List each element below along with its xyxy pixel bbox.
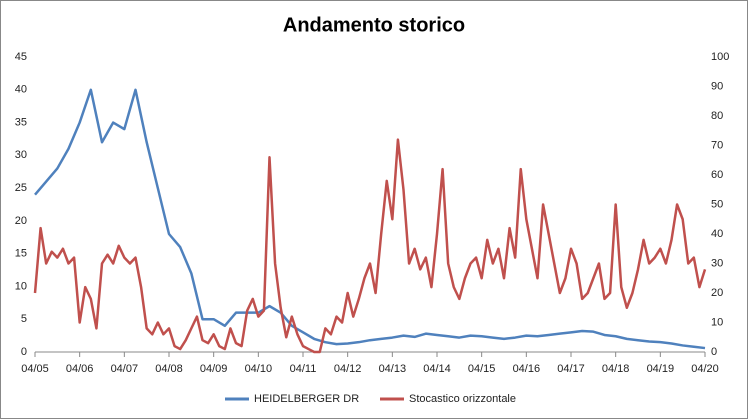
y2-tick-label: 50 [711, 198, 723, 210]
y-tick-label: 30 [15, 149, 27, 161]
y-tick-label: 5 [21, 313, 27, 325]
x-tick-label: 04/07 [111, 363, 139, 375]
y2-tick-label: 20 [711, 287, 723, 299]
series-line [34, 88, 706, 350]
y2-tick-label: 40 [711, 228, 723, 240]
x-tick-label: 04/15 [468, 363, 496, 375]
y-tick-label: 0 [21, 346, 27, 358]
x-tick-label: 04/11 [290, 363, 317, 375]
y2-tick-label: 10 [711, 316, 723, 328]
y-tick-label: 45 [15, 51, 27, 63]
y-tick-label: 10 [15, 280, 27, 292]
y-tick-label: 20 [15, 215, 27, 227]
y2-tick-label: 100 [711, 51, 729, 63]
x-tick-label: 04/09 [200, 363, 228, 375]
y2-tick-label: 90 [711, 80, 723, 92]
y-tick-label: 40 [15, 84, 27, 96]
x-tick-label: 04/05 [21, 363, 49, 375]
x-tick-label: 04/14 [423, 363, 451, 375]
y2-tick-label: 0 [711, 346, 717, 358]
x-tick-label: 04/17 [557, 363, 585, 375]
y2-tick-label: 70 [711, 139, 723, 151]
x-tick-label: 04/12 [334, 363, 362, 375]
x-tick-label: 04/18 [602, 363, 630, 375]
y2-tick-label: 60 [711, 169, 723, 181]
x-tick-label: 04/20 [691, 363, 719, 375]
chart-title: Andamento storico [283, 14, 465, 36]
legend-label: Stocastico orizzontale [409, 393, 516, 405]
x-tick-label: 04/19 [647, 363, 675, 375]
y-tick-label: 25 [15, 182, 27, 194]
y2-tick-label: 30 [711, 257, 723, 269]
y-tick-label: 15 [15, 248, 27, 260]
x-tick-label: 04/08 [155, 363, 183, 375]
x-tick-label: 04/10 [245, 363, 273, 375]
y-tick-label: 35 [15, 116, 27, 128]
x-tick-label: 04/13 [379, 363, 407, 375]
y2-tick-label: 80 [711, 110, 723, 122]
legend-label: HEIDELBERGER DR [254, 393, 359, 405]
x-tick-label: 04/06 [66, 363, 94, 375]
x-tick-label: 04/16 [513, 363, 541, 375]
series-line [33, 138, 707, 354]
